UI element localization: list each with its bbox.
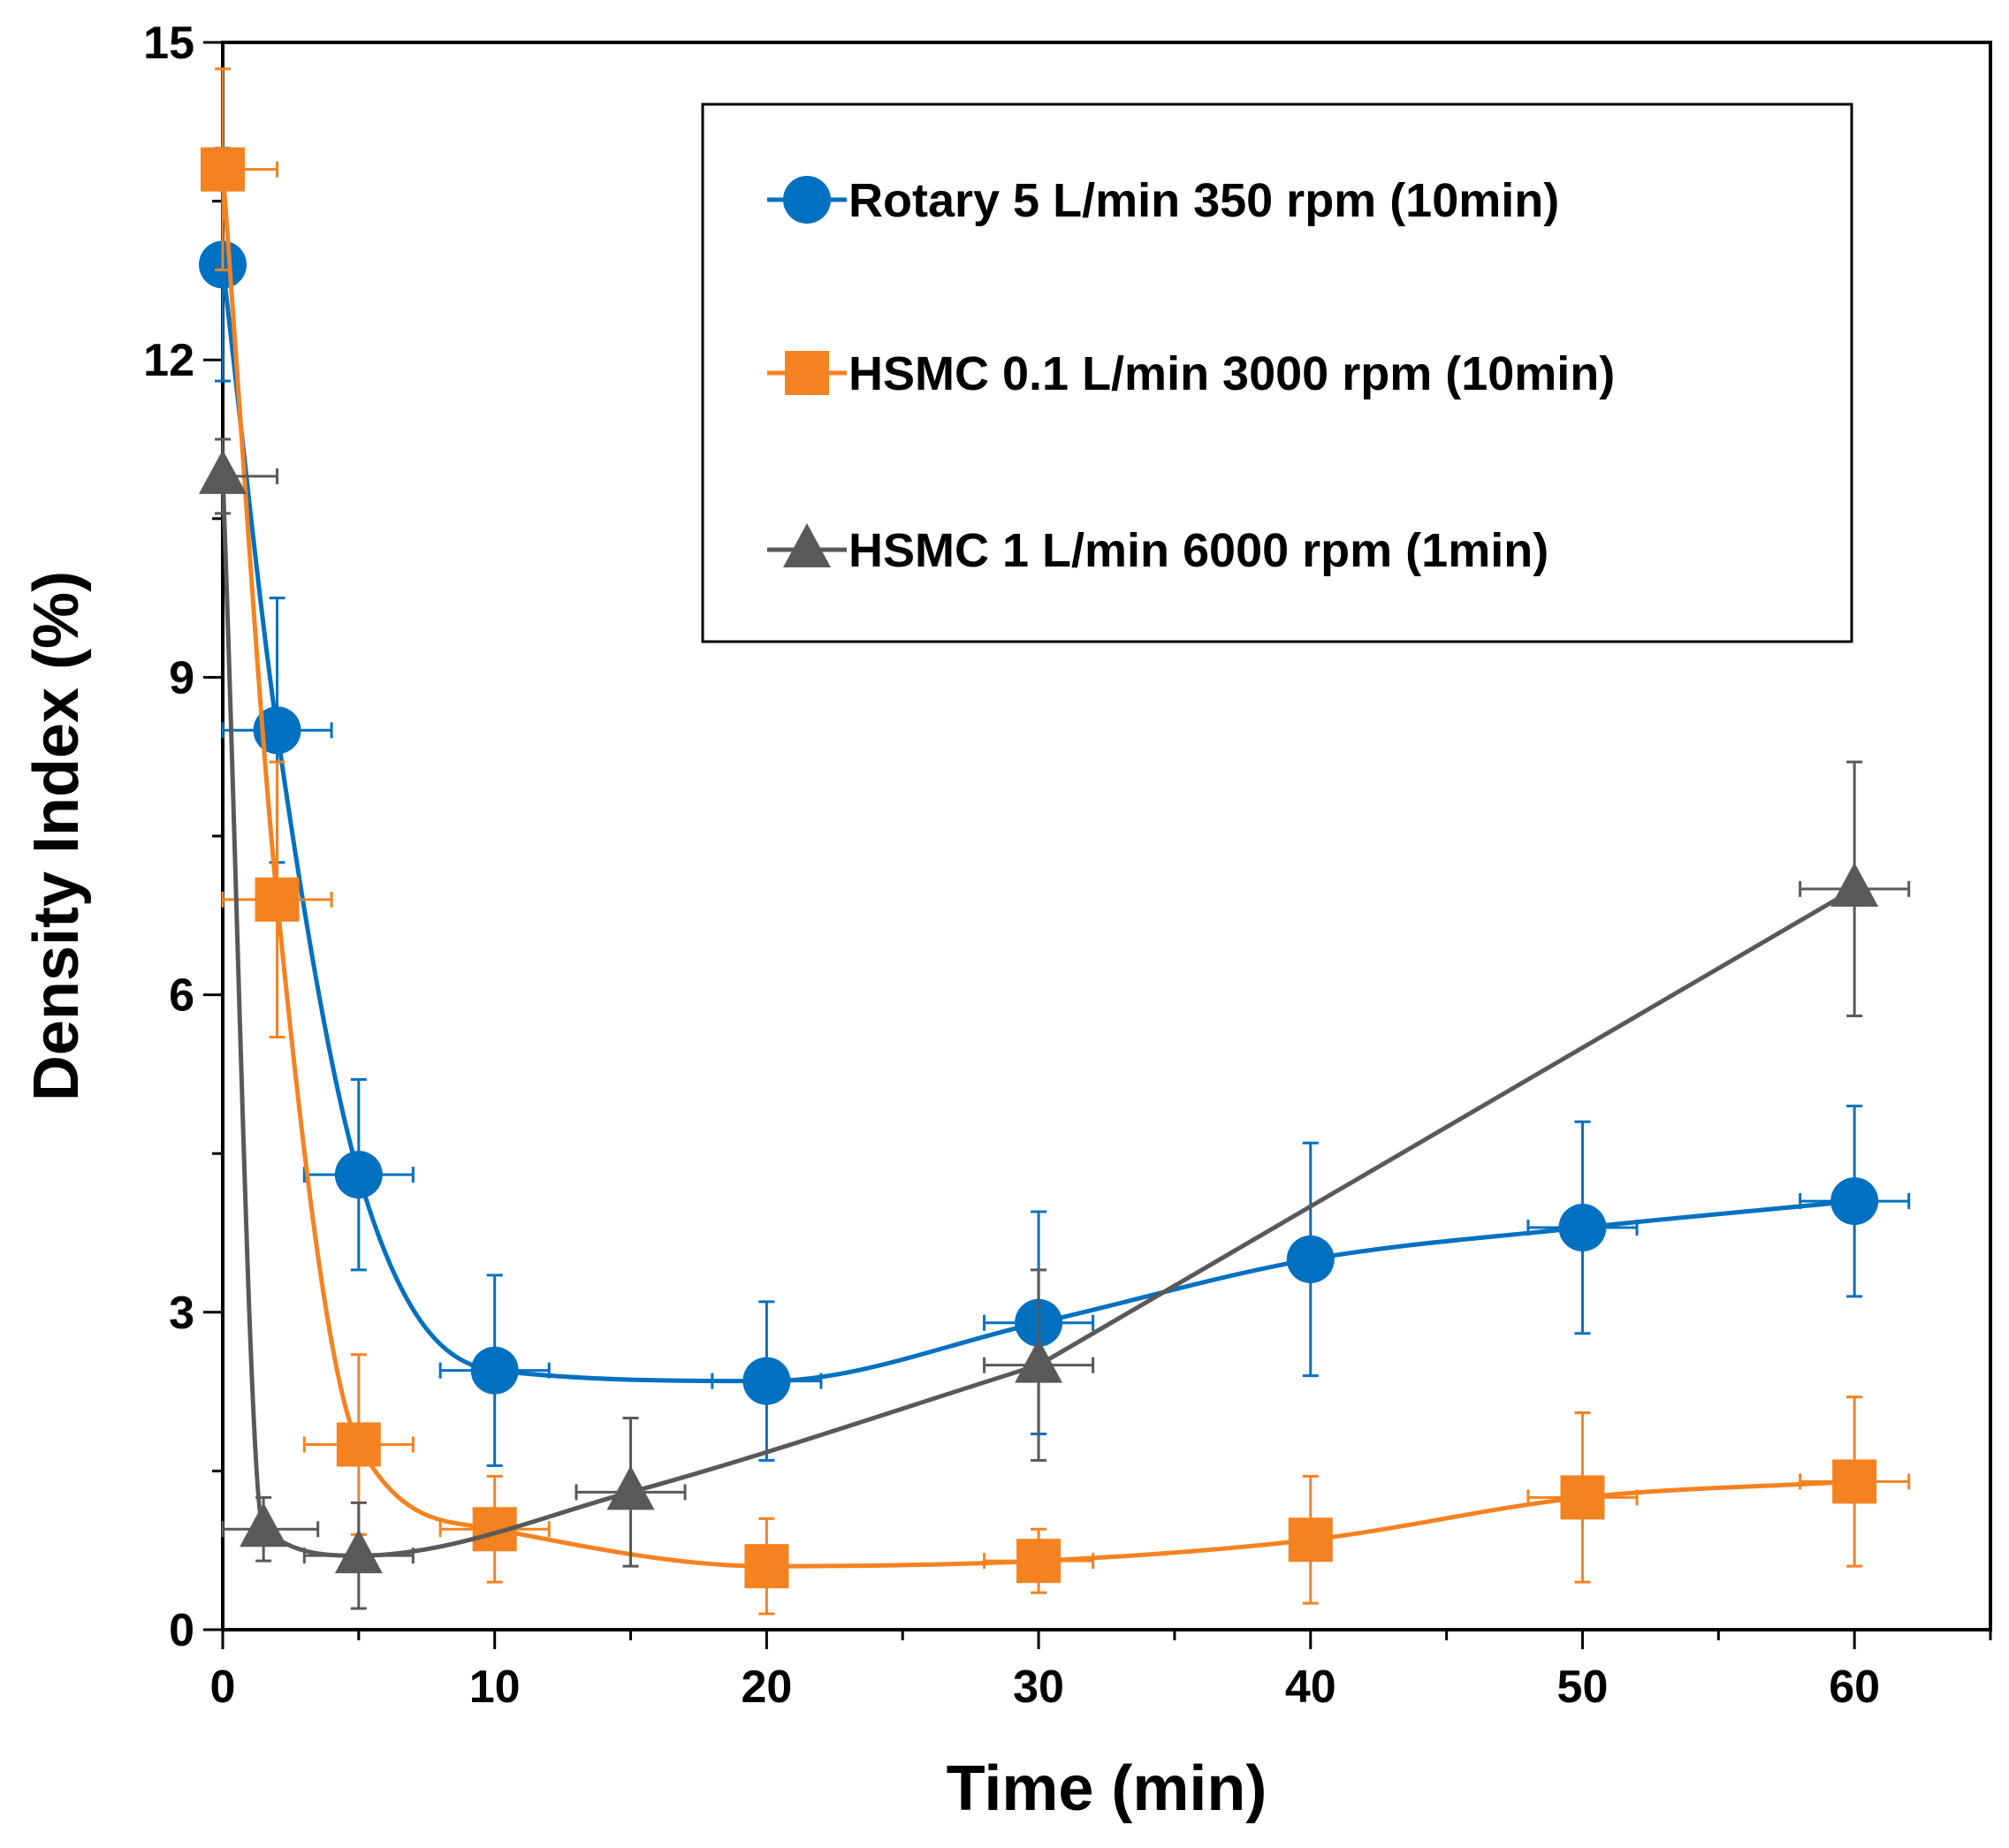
- data-point-hsmc-1: [334, 1529, 383, 1574]
- data-point-hsmc-1: [606, 1465, 655, 1510]
- x-tick-labels: 0 10 20 30 40 50 60: [210, 1662, 1881, 1713]
- data-point-rotary: [334, 1151, 383, 1199]
- legend-label-2: HSMC 1 L/min 6000 rpm (1min): [848, 524, 1549, 577]
- y-tick-label: 0: [169, 1605, 194, 1656]
- legend-marker: [783, 176, 831, 224]
- legend-marker: [785, 351, 829, 395]
- legend-symbol-1: [767, 351, 847, 395]
- legend-symbol-0: [767, 176, 847, 224]
- data-point-hsmc-0-1: [336, 1422, 381, 1467]
- legend-marker: [783, 523, 831, 567]
- data-point-hsmc-0-1: [1832, 1459, 1877, 1504]
- series-hsmc-1: [199, 437, 1911, 1610]
- data-point-hsmc-0-1: [255, 877, 300, 922]
- data-point-hsmc-1: [1830, 862, 1879, 907]
- y-axis-title: Density Index (%): [21, 571, 92, 1101]
- x-tick-label: 20: [741, 1662, 792, 1713]
- x-tick-label: 60: [1829, 1662, 1880, 1713]
- data-point-rotary: [1286, 1235, 1335, 1283]
- data-point-hsmc-1: [240, 1502, 288, 1548]
- y-tick-label: 12: [143, 335, 194, 386]
- series-group: [199, 67, 1911, 1616]
- legend-entry-1: HSMC 0.1 L/min 3000 rpm (10min): [767, 347, 1615, 400]
- data-point-hsmc-0-1: [1288, 1517, 1333, 1563]
- legend: Rotary 5 L/min 350 rpm (10min) HSMC 0.1 …: [701, 103, 1853, 643]
- data-point-rotary: [470, 1346, 519, 1395]
- y-tick-labels: 0 3 6 9 12 15: [143, 18, 194, 1656]
- legend-symbol-2: [767, 523, 847, 567]
- axis-ticks: [203, 41, 1992, 1649]
- legend-entry-2: HSMC 1 L/min 6000 rpm (1min): [767, 523, 1549, 577]
- x-tick-label: 50: [1557, 1662, 1609, 1713]
- y-tick-label: 15: [143, 18, 194, 69]
- legend-entry-0: Rotary 5 L/min 350 rpm (10min): [767, 174, 1559, 227]
- y-tick-label: 6: [169, 970, 194, 1022]
- legend-box: [701, 103, 1853, 643]
- y-tick-label: 9: [169, 652, 194, 703]
- x-tick-label: 30: [1013, 1662, 1064, 1713]
- x-tick-label: 40: [1285, 1662, 1336, 1713]
- legend-label-0: Rotary 5 L/min 350 rpm (10min): [848, 174, 1559, 227]
- series-line-rotary: [220, 264, 1855, 1384]
- x-tick-label: 10: [469, 1662, 521, 1713]
- data-point-rotary: [1558, 1204, 1607, 1252]
- data-point-hsmc-0-1: [744, 1544, 789, 1589]
- x-axis-title: Time (min): [947, 1753, 1267, 1824]
- data-point-rotary: [1830, 1177, 1879, 1226]
- x-tick-label: 0: [210, 1662, 236, 1713]
- data-point-hsmc-0-1: [201, 147, 245, 192]
- data-point-rotary: [742, 1357, 791, 1405]
- legend-label-1: HSMC 0.1 L/min 3000 rpm (10min): [848, 347, 1615, 400]
- data-point-hsmc-0-1: [1016, 1539, 1062, 1584]
- data-point-hsmc-1: [199, 449, 247, 494]
- data-point-hsmc-0-1: [1560, 1475, 1605, 1520]
- data-point-hsmc-1: [1015, 1338, 1063, 1383]
- y-tick-label: 3: [169, 1288, 194, 1339]
